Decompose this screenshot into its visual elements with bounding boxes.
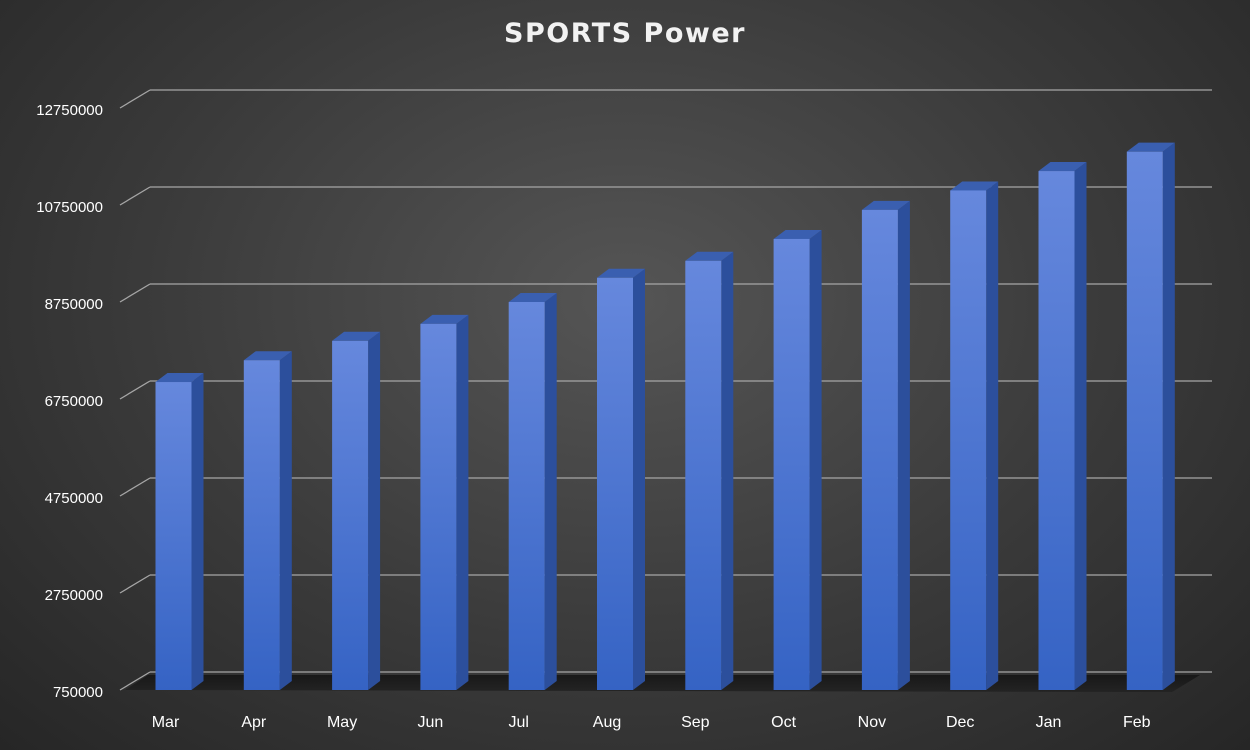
bar-top-face — [1038, 162, 1087, 172]
y-tick-label: 8750000 — [45, 296, 103, 313]
bar-side-face — [279, 351, 292, 690]
y-axis-tick-labels: 750000 2750000 4750000 6750000 8750000 107500… — [36, 102, 103, 701]
bar-side-face — [191, 373, 204, 690]
bar-front-face — [508, 302, 545, 690]
x-tick-label: Nov — [858, 714, 886, 731]
x-tick-label: May — [327, 714, 357, 731]
y-tick-label: 4750000 — [45, 490, 103, 507]
bar-side-face — [544, 293, 557, 690]
gridline-diagonal — [119, 283, 151, 303]
y-tick-label: 10750000 — [36, 199, 103, 216]
x-tick-label: Sep — [681, 714, 710, 731]
x-tick-label: Jan — [1036, 714, 1062, 731]
bar-top-face — [950, 181, 999, 191]
bar-front-face — [1126, 151, 1163, 690]
bar-side-face — [633, 268, 645, 690]
y-tick-label: 6750000 — [45, 393, 103, 410]
bar-may — [332, 331, 381, 690]
bar-front-face — [597, 277, 633, 690]
y-tick-label: 750000 — [53, 684, 103, 701]
bar-sep — [685, 251, 734, 690]
bar-side-face — [1162, 142, 1175, 690]
bar-aug — [597, 268, 645, 690]
gridline-diagonal — [119, 380, 151, 400]
bar-jun — [420, 314, 469, 690]
bar-front-face — [1038, 171, 1075, 691]
chart-title: SPORTS Power — [504, 18, 746, 49]
bar-side-face — [809, 229, 822, 690]
bar-jan — [1038, 162, 1087, 691]
x-tick-label: Mar — [152, 714, 180, 731]
bar-top-face — [773, 229, 822, 239]
x-tick-label: Apr — [241, 714, 267, 731]
gridline-diagonal — [119, 477, 151, 497]
bar-front-face — [332, 340, 369, 690]
x-tick-label: Oct — [771, 714, 796, 731]
bar-top-face — [597, 268, 645, 278]
gridline-diagonal — [119, 186, 151, 206]
bar-feb — [1126, 142, 1175, 690]
bar-front-face — [155, 382, 192, 690]
gridline-diagonal — [119, 574, 151, 594]
bar-side-face — [456, 314, 469, 690]
x-axis-tick-labels: Mar Apr May Jun Jul Aug Sep Oct Nov Dec Jan Feb — [152, 714, 1151, 731]
gridlines — [119, 89, 1212, 691]
bar-front-face — [773, 238, 810, 690]
bar-top-face — [420, 314, 469, 324]
floor — [125, 675, 1200, 692]
bar-side-face — [368, 331, 381, 690]
bar-top-face — [861, 200, 910, 210]
bar-front-face — [420, 323, 457, 690]
bar-mar — [155, 373, 204, 690]
bar-apr — [243, 351, 292, 690]
bar-front-face — [685, 260, 722, 690]
x-tick-label: Aug — [593, 714, 621, 731]
x-tick-label: Feb — [1123, 714, 1151, 731]
gridline-diagonal — [119, 89, 151, 109]
bar-top-face — [332, 331, 381, 341]
x-tick-label: Jul — [508, 714, 528, 731]
bar-side-face — [897, 200, 910, 690]
bar-front-face — [243, 360, 280, 690]
bar-top-face — [1126, 142, 1175, 152]
bar-top-face — [155, 373, 204, 383]
y-tick-label: 2750000 — [45, 587, 103, 604]
y-tick-label: 12750000 — [36, 102, 103, 119]
bar-jul — [508, 293, 557, 690]
x-tick-label: Jun — [418, 714, 444, 731]
bar-top-face — [508, 293, 557, 302]
x-tick-label: Dec — [946, 714, 974, 731]
bar-front-face — [950, 190, 987, 690]
bar-top-face — [685, 251, 734, 261]
bar-nov — [861, 200, 910, 690]
bars — [155, 142, 1175, 691]
bar-side-face — [986, 181, 999, 690]
bar-oct — [773, 229, 822, 690]
bar-side-face — [721, 251, 734, 690]
bar-dec — [950, 181, 999, 690]
bar-front-face — [861, 209, 898, 690]
chart-floor — [125, 675, 1200, 692]
bar-top-face — [243, 351, 292, 361]
gridline-diagonal — [119, 671, 151, 691]
bar-side-face — [1074, 162, 1087, 691]
